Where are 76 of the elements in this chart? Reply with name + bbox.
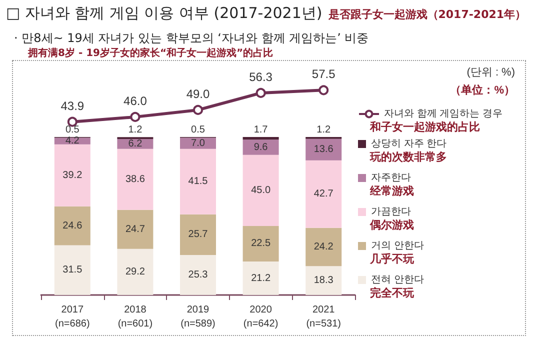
- data-label: 29.2: [125, 266, 146, 278]
- x-tick-label: 2019 (n=589): [180, 304, 216, 330]
- bar: [180, 255, 216, 295]
- legend-label: 전혀 안한다: [371, 274, 424, 286]
- point: [318, 85, 329, 96]
- point: [256, 88, 266, 98]
- data-label: 25.3: [188, 270, 208, 281]
- data-label: 1.2: [128, 124, 143, 136]
- text: 几乎不玩: [369, 252, 415, 266]
- bar: [306, 228, 342, 266]
- data-label: 0.5: [191, 124, 206, 136]
- legend-label: 자주한다: [371, 172, 411, 184]
- x-tick-label: 2017 (n=686): [55, 304, 90, 330]
- text: 偶尔游戏: [369, 218, 414, 232]
- chart-title: □ 자녀와 함께 게임 이용 여부 (2017-2021년): [6, 4, 322, 22]
- data-label: 38.6: [125, 174, 146, 185]
- data-label: 9.6: [254, 142, 268, 153]
- point: [193, 104, 203, 115]
- data-label: 43.9: [60, 98, 84, 113]
- x-tick-label: 2020 (n=642): [243, 304, 278, 330]
- data-label: 45.0: [251, 184, 271, 196]
- data-label: 1.7: [254, 124, 268, 136]
- data-label: 24.2: [314, 241, 334, 252]
- text: （单位：%）: [450, 84, 515, 96]
- bar: [180, 214, 216, 256]
- data-label: 31.5: [62, 264, 83, 276]
- data-label: 6.2: [128, 138, 143, 150]
- bar: [306, 266, 342, 295]
- data-label: 1.2: [316, 124, 331, 136]
- data-label: 22.5: [251, 238, 271, 250]
- bar: [117, 148, 154, 210]
- data-label: 7.0: [191, 138, 206, 149]
- bar: [242, 140, 279, 155]
- bar: [180, 148, 216, 214]
- data-label: 46.0: [124, 94, 148, 108]
- text: 和子女一起游戏的占比: [369, 120, 480, 134]
- bar: [54, 144, 90, 206]
- legend-label: 상당히 자주 한다: [371, 138, 447, 150]
- text: (단위 : %): [466, 66, 516, 78]
- legend-label: 자녀와 함께 게임하는 경우: [384, 108, 502, 120]
- data-label: 41.5: [188, 176, 208, 188]
- data-label: 49.0: [186, 86, 210, 101]
- point: [130, 112, 140, 122]
- data-label: 24.7: [125, 224, 146, 235]
- bar: [117, 248, 154, 295]
- data-label: 57.5: [312, 67, 336, 82]
- bar: [242, 226, 279, 262]
- text: 拥有满8岁 - 19岁子女的家长“和子女一起游戏”的占比: [28, 46, 274, 60]
- data-label: 42.7: [314, 188, 334, 200]
- legend-label: 가끔한다: [371, 206, 411, 218]
- bar: [242, 154, 279, 226]
- bar: [54, 206, 90, 246]
- text: 经常游戏: [369, 184, 414, 198]
- data-label: 56.3: [249, 70, 273, 84]
- text: 完全不玩: [370, 286, 415, 300]
- bar: [242, 137, 279, 140]
- bar: [306, 138, 342, 160]
- bar: [180, 138, 216, 149]
- data-label: 13.6: [314, 144, 334, 156]
- x-tick-label: 2021 (n=531): [306, 304, 341, 330]
- bar: [117, 210, 154, 249]
- legend-label: 거의 안한다: [371, 240, 424, 252]
- data-label: 39.2: [62, 170, 83, 181]
- data-label: 21.2: [251, 272, 271, 284]
- data-label: 4.2: [65, 136, 80, 147]
- bar: [242, 262, 279, 295]
- text: 是否跟子女一起游戏（2017-2021年）: [328, 8, 526, 21]
- data-label: 25.7: [188, 229, 208, 240]
- text: 玩的次数非常多: [369, 150, 447, 164]
- bar: [306, 160, 342, 228]
- bar: [54, 245, 90, 295]
- x-tick-label: 2018 (n=601): [118, 304, 153, 330]
- data-label: 24.6: [62, 220, 83, 232]
- data-label: 0.5: [65, 124, 80, 136]
- chart-subtitle: · 만8세~ 19세 자녀가 있는 학부모의 ‘자녀와 함께 게임하는’ 비중: [14, 30, 369, 47]
- data-label: 18.3: [314, 275, 334, 286]
